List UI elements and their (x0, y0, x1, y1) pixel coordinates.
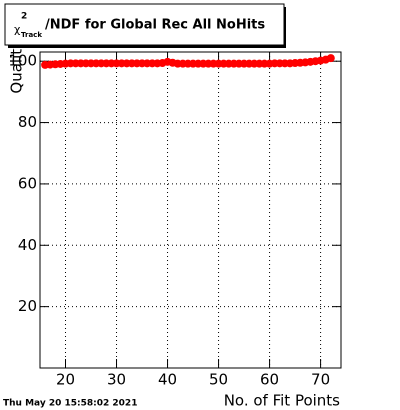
y-tick-label: 80 (18, 113, 37, 131)
y-tick-label: 40 (18, 236, 37, 254)
timestamp: Thu May 20 15:58:02 2021 (3, 399, 137, 409)
x-tick-label: 40 (158, 371, 177, 389)
frame (39, 51, 342, 369)
plot-area (40, 52, 341, 368)
point (326, 54, 335, 63)
x-tick-label: 70 (311, 371, 330, 389)
y-tick-label: 100 (8, 52, 37, 70)
y-tick-label: 20 (18, 297, 37, 315)
title-text: /NDF for Global Rec All NoHits (45, 18, 265, 33)
y-axis-label: Quality (8, 40, 26, 94)
x-tick-label: 60 (260, 371, 279, 389)
x-axis-label: No. of Fit Points (224, 392, 340, 410)
title-box (4, 3, 285, 46)
x-tick-label: 50 (209, 371, 228, 389)
title-symbol: χ (14, 23, 21, 36)
x-tick-label: 20 (56, 371, 75, 389)
x-tick-label: 30 (107, 371, 126, 389)
title-superscript: 2 (21, 12, 27, 22)
y-tick-label: 60 (18, 174, 37, 192)
title-subscript: Track (21, 31, 42, 39)
